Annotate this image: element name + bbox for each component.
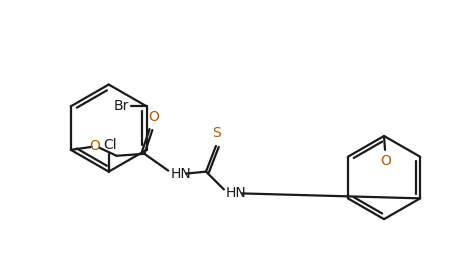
Text: HN: HN bbox=[170, 167, 191, 181]
Text: HN: HN bbox=[226, 186, 246, 200]
Text: O: O bbox=[89, 139, 100, 153]
Text: Cl: Cl bbox=[103, 138, 116, 152]
Text: O: O bbox=[147, 110, 158, 124]
Text: O: O bbox=[380, 154, 391, 168]
Text: S: S bbox=[212, 126, 221, 140]
Text: Br: Br bbox=[113, 99, 129, 113]
